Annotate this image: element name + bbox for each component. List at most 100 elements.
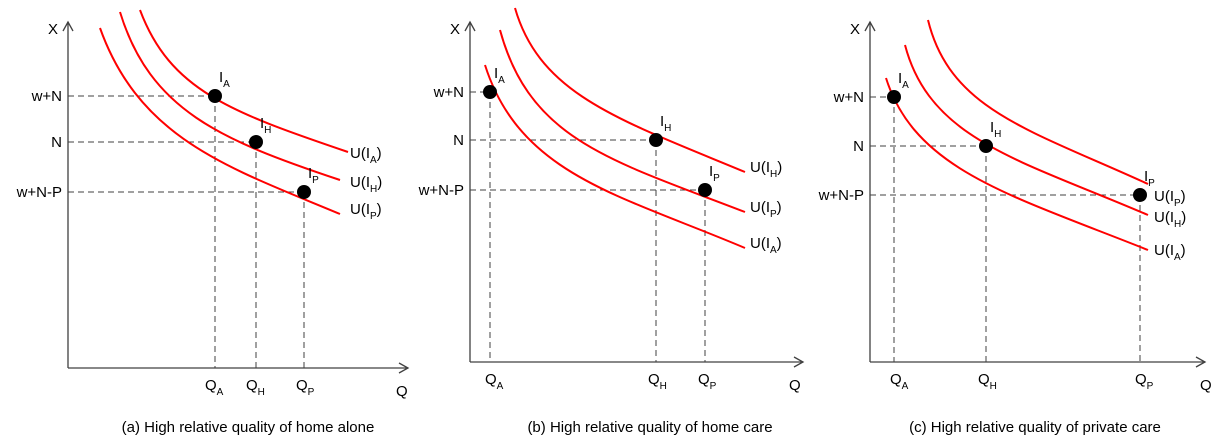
q-tick-label-base: Q [485, 371, 497, 388]
q-tick-label-subscript: P [1147, 381, 1154, 392]
y-axis-label: X [48, 21, 58, 38]
curve-label-base: U(I [750, 199, 770, 216]
point-label-subscript: H [664, 123, 671, 134]
point-label: IP [308, 165, 319, 186]
q-tick-label-base: Q [1135, 371, 1147, 388]
q-tick-label-subscript: H [990, 381, 997, 392]
y-level-label: w+N-P [818, 187, 864, 204]
point-label-subscript: H [264, 125, 271, 136]
choice-point [208, 89, 222, 103]
q-tick-label: QP [296, 377, 315, 398]
panel-caption: (a) High relative quality of home alone [122, 419, 375, 436]
curve-label-subscript: A [370, 155, 377, 166]
curve-label-close: ) [377, 145, 382, 162]
choice-point [297, 185, 311, 199]
y-level-label: w+N [433, 84, 464, 101]
q-tick-label-base: Q [648, 371, 660, 388]
indifference-curve [885, 77, 1149, 251]
point-label-base: I [660, 113, 664, 130]
point-label-base: I [308, 165, 312, 182]
y-axis-arrow-icon [864, 20, 876, 32]
point-label-subscript: P [1148, 178, 1155, 189]
choice-point [1133, 188, 1147, 202]
curve-label-base: U(I [350, 145, 370, 162]
point-label-subscript: H [994, 129, 1001, 140]
x-axis-arrow-icon [398, 362, 410, 374]
curve-label-subscript: P [1174, 198, 1181, 209]
q-tick-label: QP [698, 371, 717, 392]
point-label-base: I [898, 70, 902, 87]
point-label-base: I [494, 65, 498, 82]
point-label: IA [898, 70, 909, 91]
curve-label-subscript: P [370, 211, 377, 222]
y-axis-label: X [850, 21, 860, 38]
point-label-base: I [260, 115, 264, 132]
point-label-base: I [709, 163, 713, 180]
x-axis-label: Q [396, 383, 408, 400]
curve-label: U(IP) [750, 199, 782, 220]
point-label: IA [494, 65, 505, 86]
q-tick-label-subscript: A [497, 381, 504, 392]
y-axis-arrow-icon [62, 20, 74, 32]
q-tick-label-base: Q [698, 371, 710, 388]
curve-label-close: ) [777, 199, 782, 216]
point-label-base: I [1144, 168, 1148, 185]
curve-label-base: U(I [750, 159, 770, 176]
point-label-base: I [219, 69, 223, 86]
curve-label: U(IA) [350, 145, 382, 166]
point-label: IH [990, 119, 1001, 140]
curve-label-subscript: P [770, 209, 777, 220]
panel-caption: (b) High relative quality of home care [527, 419, 772, 436]
curve-label-base: U(I [350, 174, 370, 191]
curve-label: U(IH) [1154, 209, 1186, 230]
y-level-label: N [453, 132, 464, 149]
indifference-curve [99, 27, 341, 215]
q-tick-label-subscript: P [710, 381, 717, 392]
choice-point [649, 133, 663, 147]
q-tick-label-subscript: A [902, 381, 909, 392]
curve-label: U(IA) [1154, 242, 1186, 263]
curve-label-close: ) [777, 235, 782, 252]
curve-label-subscript: H [1174, 219, 1181, 230]
curve-label: U(IP) [1154, 188, 1186, 209]
q-tick-label: QP [1135, 371, 1154, 392]
point-label-subscript: A [902, 80, 909, 91]
indifference-curve [119, 11, 341, 181]
curve-label-subscript: A [1174, 252, 1181, 263]
point-label: IP [709, 163, 720, 184]
indifference-curve [514, 7, 746, 173]
choice-point [698, 183, 712, 197]
q-tick-label-subscript: H [660, 381, 667, 392]
q-tick-label-base: Q [978, 371, 990, 388]
x-axis-arrow-icon [1195, 356, 1207, 368]
curve-label-close: ) [377, 201, 382, 218]
point-label-subscript: P [312, 175, 319, 186]
curve-label: U(IA) [750, 235, 782, 256]
curve-label-base: U(I [1154, 209, 1174, 226]
point-label: IH [260, 115, 271, 136]
q-tick-label-base: Q [296, 377, 308, 394]
y-level-label: w+N-P [16, 184, 62, 201]
q-tick-label: QA [890, 371, 909, 392]
point-label-subscript: P [713, 173, 720, 184]
y-level-label: w+N-P [418, 182, 464, 199]
q-tick-label-subscript: A [217, 387, 224, 398]
q-tick-label: QH [648, 371, 667, 392]
point-label-base: I [990, 119, 994, 136]
y-axis-arrow-icon [464, 20, 476, 32]
curve-label: U(IH) [750, 159, 782, 180]
q-tick-label-base: Q [246, 377, 258, 394]
curve-label-close: ) [1181, 242, 1186, 259]
point-label: IH [660, 113, 671, 134]
choice-point [979, 139, 993, 153]
curve-label-close: ) [777, 159, 782, 176]
choice-point [483, 85, 497, 99]
q-tick-label: QH [978, 371, 997, 392]
q-tick-label: QH [246, 377, 265, 398]
curve-label-subscript: A [770, 245, 777, 256]
panel-caption: (c) High relative quality of private car… [909, 419, 1161, 436]
y-axis-label: X [450, 21, 460, 38]
curve-label-close: ) [377, 174, 382, 191]
